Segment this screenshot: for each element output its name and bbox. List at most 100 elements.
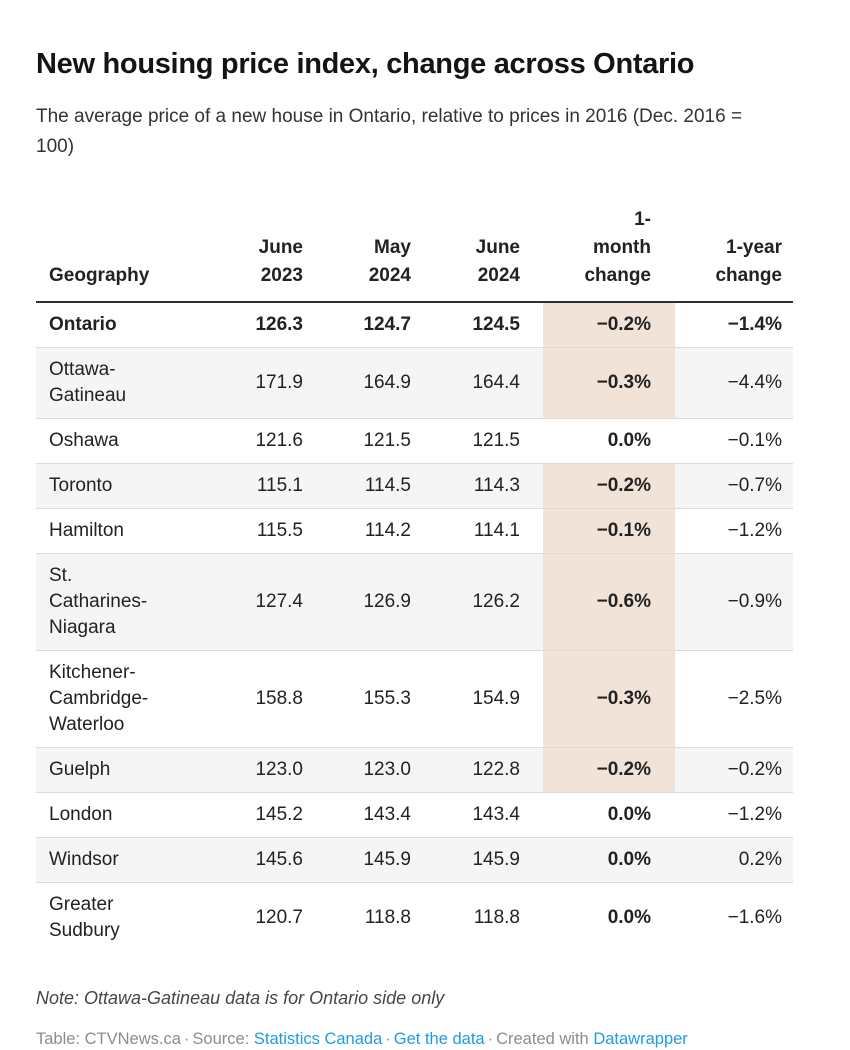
june-2023-cell: 115.5 — [256, 519, 303, 541]
geography-cell: Windsor — [49, 848, 119, 870]
geography-cell: Toronto — [49, 474, 113, 496]
column-header-june-2023[interactable]: June 2023 — [258, 236, 303, 286]
one-year-change-cell: −1.6% — [727, 906, 782, 928]
table-row: Hamilton 115.5 114.2 114.1 −0.1% −1.2% — [36, 508, 793, 554]
one-year-change-cell: −4.4% — [727, 371, 782, 393]
june-2024-cell: 145.9 — [472, 848, 520, 870]
one-year-change-cell: 0.2% — [738, 848, 782, 870]
june-2024-cell: 126.2 — [472, 590, 520, 612]
one-month-change-cell: −0.3% — [543, 650, 675, 748]
june-2023-cell: 127.4 — [255, 590, 303, 612]
one-month-change-cell: 0.0% — [607, 848, 651, 870]
june-2023-cell: 121.6 — [255, 429, 303, 451]
geography-cell: Hamilton — [49, 519, 124, 541]
column-header-may-2024[interactable]: May 2024 — [368, 236, 411, 286]
table-note: Note: Ottawa-Gatineau data is for Ontari… — [36, 987, 445, 1008]
may-2024-cell: 126.9 — [363, 590, 411, 612]
june-2024-cell: 114.3 — [473, 474, 520, 496]
may-2024-cell: 121.5 — [363, 429, 411, 451]
june-2024-cell: 114.1 — [473, 519, 520, 541]
created-with-label: Created with — [496, 1029, 589, 1048]
table-row: Ontario 126.3 124.7 124.5 −0.2% −1.4% — [36, 301, 793, 348]
geography-cell: Ontario — [49, 313, 117, 335]
table-row: Greater Sudbury 120.7 118.8 118.8 0.0% −… — [36, 882, 793, 953]
table-body: Ontario 126.3 124.7 124.5 −0.2% −1.4% Ot… — [36, 301, 793, 953]
june-2023-cell: 115.1 — [256, 474, 303, 496]
geography-cell: St. Catharines-Niagara — [49, 564, 148, 638]
june-2023-cell: 123.0 — [255, 758, 303, 780]
geography-cell: Guelph — [49, 758, 111, 780]
page-subtitle: The average price of a new house in Onta… — [36, 105, 743, 157]
table-row: Ottawa-Gatineau 171.9 164.9 164.4 −0.3% … — [36, 347, 793, 419]
table-row: Kitchener-Cambridge-Waterloo 158.8 155.3… — [36, 650, 793, 748]
june-2023-cell: 171.9 — [255, 371, 303, 393]
june-2023-cell: 145.6 — [255, 848, 303, 870]
may-2024-cell: 164.9 — [363, 371, 411, 393]
june-2023-cell: 145.2 — [255, 803, 303, 825]
one-year-change-cell: −1.2% — [727, 519, 782, 541]
one-month-change-cell: −0.2% — [543, 747, 675, 793]
one-month-change-cell: −0.1% — [543, 508, 675, 554]
may-2024-cell: 143.4 — [363, 803, 411, 825]
one-year-change-cell: −0.2% — [727, 758, 782, 780]
table-credit: Table: CTVNews.ca — [36, 1029, 181, 1048]
may-2024-cell: 145.9 — [363, 848, 411, 870]
table-row: Oshawa 121.6 121.5 121.5 0.0% −0.1% — [36, 418, 793, 464]
table-row: St. Catharines-Niagara 127.4 126.9 126.2… — [36, 553, 793, 651]
geography-cell: Ottawa-Gatineau — [49, 358, 127, 406]
column-header-1-month-change[interactable]: 1- month change — [584, 208, 651, 286]
june-2024-cell: 118.8 — [473, 906, 520, 928]
datawrapper-link[interactable]: Datawrapper — [593, 1029, 688, 1048]
june-2024-cell: 124.5 — [472, 313, 520, 335]
june-2023-cell: 158.8 — [255, 687, 303, 709]
may-2024-cell: 118.8 — [364, 906, 411, 928]
one-month-change-cell: 0.0% — [607, 429, 651, 451]
nhpi-table: Geography June 2023 May 2024 June 2024 1… — [36, 206, 793, 953]
separator-dot: · — [385, 1029, 391, 1048]
separator-dot: · — [183, 1029, 190, 1048]
column-header-geography[interactable]: Geography — [49, 264, 150, 286]
table-row: Guelph 123.0 123.0 122.8 −0.2% −0.2% — [36, 747, 793, 793]
may-2024-cell: 123.0 — [363, 758, 411, 780]
june-2023-cell: 126.3 — [255, 313, 303, 335]
get-the-data-link[interactable]: Get the data — [393, 1029, 485, 1048]
one-month-change-cell: −0.3% — [543, 347, 675, 419]
one-year-change-cell: −2.5% — [727, 687, 782, 709]
one-month-change-cell: −0.6% — [543, 553, 675, 651]
may-2024-cell: 114.2 — [364, 519, 411, 541]
geography-cell: Greater Sudbury — [49, 893, 120, 941]
may-2024-cell: 124.7 — [363, 313, 411, 335]
geography-cell: London — [49, 803, 113, 825]
separator-dot: · — [487, 1029, 494, 1048]
column-header-1-year-change[interactable]: 1-year change — [715, 236, 782, 286]
table-row: London 145.2 143.4 143.4 0.0% −1.2% — [36, 792, 793, 838]
june-2024-cell: 154.9 — [472, 687, 520, 709]
one-year-change-cell: −1.4% — [727, 313, 782, 335]
one-month-change-cell: 0.0% — [607, 803, 651, 825]
source-label: Source: — [192, 1029, 250, 1048]
may-2024-cell: 114.5 — [364, 474, 411, 496]
one-month-change-cell: −0.2% — [543, 463, 675, 509]
may-2024-cell: 155.3 — [363, 687, 411, 709]
one-year-change-cell: −0.9% — [727, 590, 782, 612]
table-header-row: Geography June 2023 May 2024 June 2024 1… — [36, 206, 793, 302]
attribution-line: Table: CTVNews.ca · Source: Statistics Can… — [36, 1028, 793, 1050]
one-month-change-cell: 0.0% — [607, 906, 651, 928]
geography-cell: Oshawa — [49, 429, 119, 451]
table-header: Geography June 2023 May 2024 June 2024 1… — [36, 206, 793, 302]
june-2024-cell: 164.4 — [472, 371, 520, 393]
one-month-change-cell: −0.2% — [543, 301, 675, 348]
geography-cell: Kitchener-Cambridge-Waterloo — [49, 661, 149, 735]
page-title: New housing price index, change across O… — [36, 48, 695, 81]
june-2024-cell: 122.8 — [472, 758, 520, 780]
table-row: Toronto 115.1 114.5 114.3 −0.2% −0.7% — [36, 463, 793, 509]
table-row: Windsor 145.6 145.9 145.9 0.0% 0.2% — [36, 837, 793, 883]
source-link[interactable]: Statistics Canada — [253, 1029, 383, 1048]
one-year-change-cell: −0.7% — [727, 474, 782, 496]
one-year-change-cell: −1.2% — [727, 803, 782, 825]
june-2024-cell: 143.4 — [472, 803, 520, 825]
one-year-change-cell: −0.1% — [727, 429, 782, 451]
column-header-june-2024[interactable]: June 2024 — [475, 236, 520, 286]
june-2023-cell: 120.7 — [255, 906, 303, 928]
